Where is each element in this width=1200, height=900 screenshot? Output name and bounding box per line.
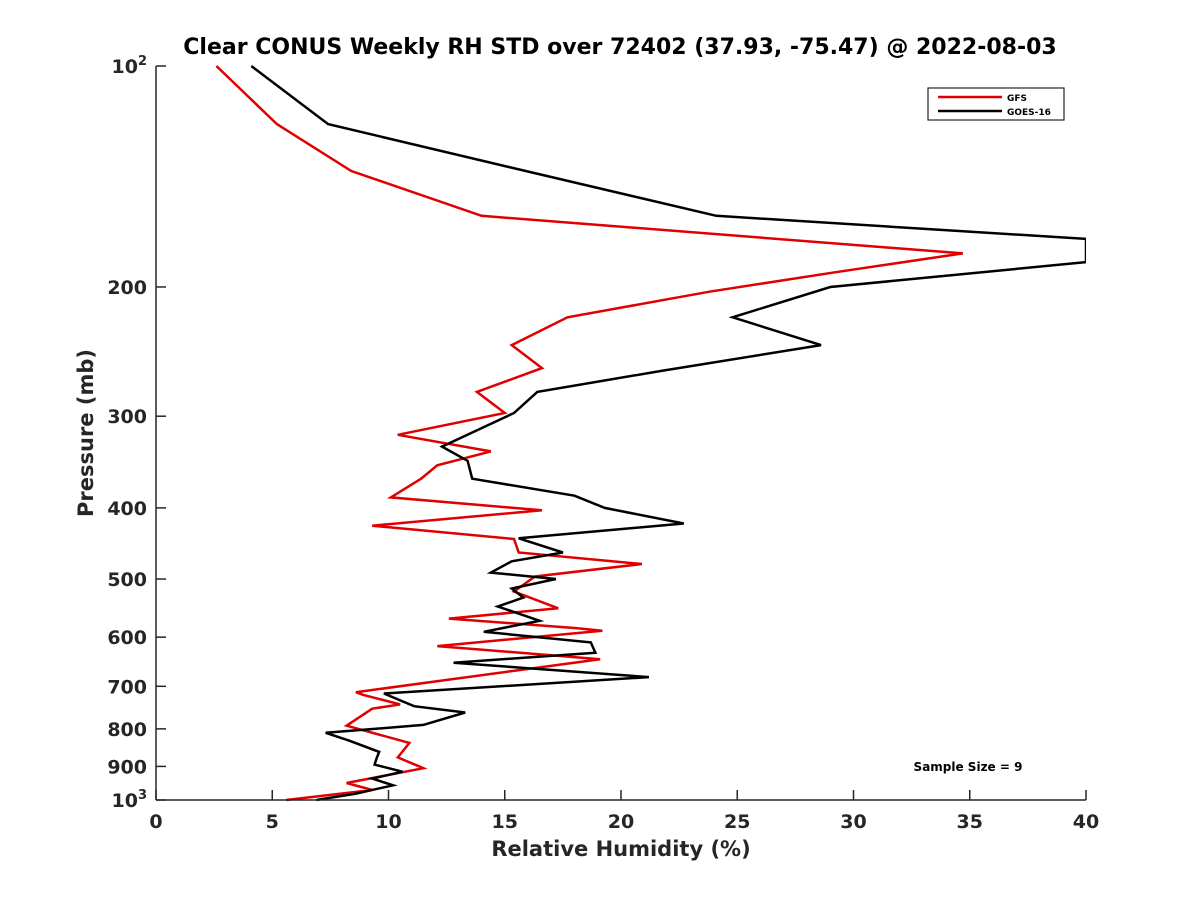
x-tick-label: 0 (149, 811, 162, 833)
y-tick-label: 200 (107, 277, 147, 299)
x-axis-label: Relative Humidity (%) (491, 837, 750, 861)
series-layer (215, 65, 1086, 802)
legend-label-goes16: GOES-16 (1007, 108, 1051, 118)
x-tick-label: 5 (266, 811, 279, 833)
x-tick-label: 25 (724, 811, 750, 833)
y-tick-label: 300 (107, 406, 147, 428)
chart-title: Clear CONUS Weekly RH STD over 72402 (37… (183, 35, 1056, 60)
y-tick-label: 900 (107, 756, 147, 778)
legend-label-gfs: GFS (1007, 94, 1027, 104)
y-tick-label: 500 (107, 569, 147, 591)
y-tick-label: 103 (112, 788, 148, 812)
y-ticks: 102 200 300 400 500 600 700 800 900 103 (107, 54, 166, 812)
x-tick-label: 20 (608, 811, 634, 833)
sample-size-annotation: Sample Size = 9 (914, 760, 1023, 774)
y-tick-label: 102 (112, 54, 148, 78)
x-tick-label: 10 (375, 811, 401, 833)
y-tick-label: 800 (107, 719, 147, 741)
y-tick-label: 400 (107, 498, 147, 520)
y-tick-label: 600 (107, 627, 147, 649)
axes (155, 66, 1086, 801)
series-line-gfs (215, 65, 963, 802)
x-tick-label: 40 (1073, 811, 1099, 833)
y-tick-label: 700 (107, 676, 147, 698)
x-tick-label: 30 (840, 811, 866, 833)
legend: GFS GOES-16 (927, 87, 1065, 121)
legend-box (927, 87, 1065, 121)
x-tick-label: 35 (957, 811, 983, 833)
series-line-goes16 (250, 65, 1086, 802)
x-tick-label: 15 (492, 811, 518, 833)
x-ticks: 0 5 10 15 20 25 30 35 40 (149, 790, 1099, 833)
y-axis-label: Pressure (mb) (74, 349, 98, 517)
